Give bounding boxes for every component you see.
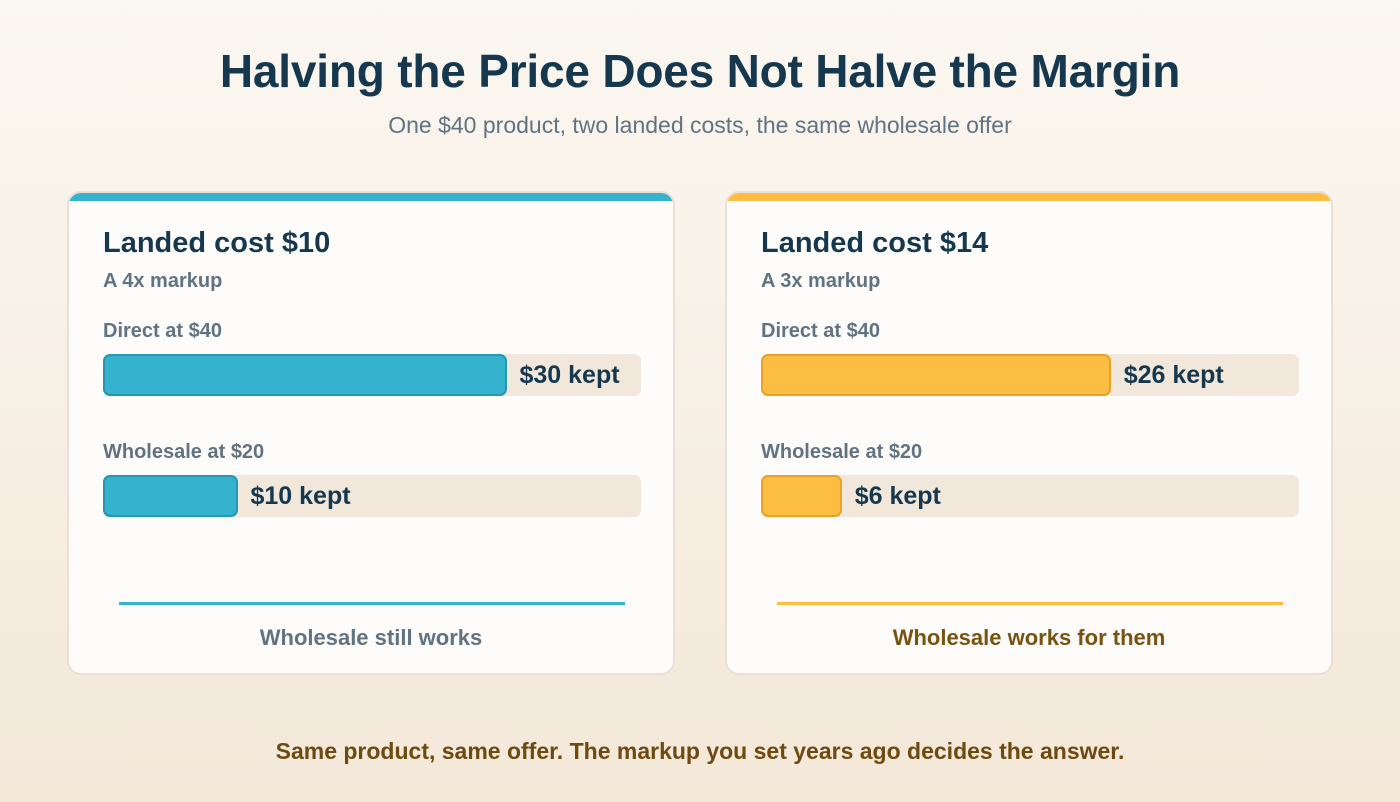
- panel-verdict: Wholesale still works: [259, 625, 483, 650]
- bar-direct: [761, 354, 1111, 396]
- bar-wholesale: [761, 475, 842, 517]
- bar-direct: [103, 354, 507, 396]
- bar-value-direct: $30 kept: [519, 361, 620, 389]
- panel-subtitle: A 4x markup: [103, 270, 223, 292]
- panel-landed-cost-10: Landed cost $10 A 4x markup Direct at $4…: [67, 191, 675, 675]
- panel-accent-bar: [69, 193, 673, 201]
- bar-label-direct: Direct at $40: [761, 320, 880, 342]
- verdict-divider: [777, 602, 1283, 605]
- panel-title: Landed cost $10: [103, 227, 331, 259]
- bar-label-direct: Direct at $40: [103, 320, 222, 342]
- page-subtitle: One $40 product, two landed costs, the s…: [388, 112, 1012, 138]
- panel-accent-bar: [727, 193, 1331, 201]
- verdict-divider: [119, 602, 625, 605]
- bar-track-direct: $30 kept: [103, 354, 641, 396]
- panel-landed-cost-14: Landed cost $14 A 3x markup Direct at $4…: [725, 191, 1333, 675]
- bar-label-wholesale: Wholesale at $20: [761, 441, 923, 463]
- footer-takeaway: Same product, same offer. The markup you…: [275, 738, 1125, 764]
- bar-wholesale: [103, 475, 238, 517]
- page-title: Halving the Price Does Not Halve the Mar…: [219, 45, 1181, 97]
- bar-label-wholesale: Wholesale at $20: [103, 441, 265, 463]
- bar-value-wholesale: $10 kept: [250, 482, 351, 510]
- panel-title: Landed cost $14: [761, 227, 989, 259]
- bar-value-direct: $26 kept: [1123, 361, 1224, 389]
- panel-subtitle: A 3x markup: [761, 270, 881, 292]
- bar-value-wholesale: $6 kept: [854, 482, 941, 510]
- bar-track-wholesale: $6 kept: [761, 475, 1299, 517]
- bar-track-wholesale: $10 kept: [103, 475, 641, 517]
- bar-track-direct: $26 kept: [761, 354, 1299, 396]
- panel-verdict: Wholesale works for them: [892, 625, 1166, 650]
